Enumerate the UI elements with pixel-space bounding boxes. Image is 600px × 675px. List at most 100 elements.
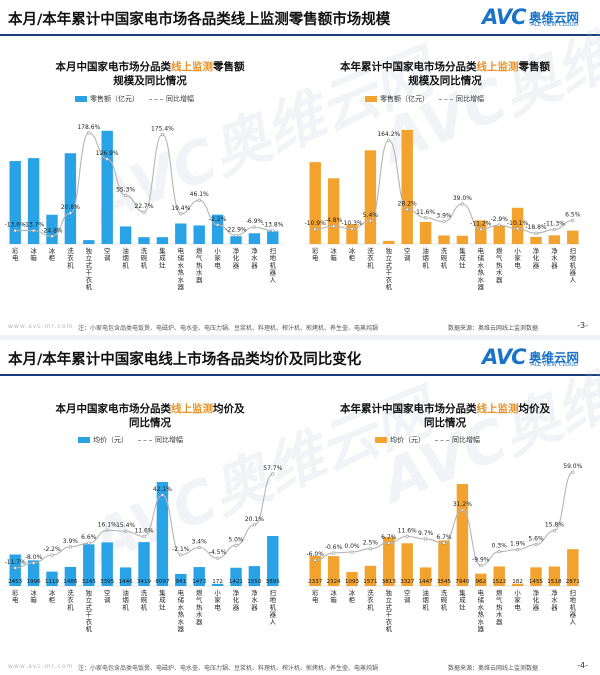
growth-label-1: -13.7% [23, 222, 45, 229]
bar-13 [548, 235, 561, 244]
slide-header: 本月/本年累计中国家电市场各品类线上监测零售额市场规模 AVC 奥维云网 ALL… [0, 0, 600, 36]
growth-point-13 [552, 529, 556, 533]
growth-point-5 [405, 534, 409, 538]
growth-label-12: 5.6% [528, 536, 544, 543]
growth-label-4: 164.2% [377, 131, 400, 138]
bar-value-label-6: 1446 [118, 579, 133, 585]
category-label-3: 洗衣机 [67, 246, 74, 269]
category-label-5: 空调 [404, 588, 410, 604]
bar-1 [327, 178, 340, 244]
bar-4 [383, 537, 395, 586]
growth-point-8 [160, 493, 164, 497]
chart-title-part: 本年累计中国家电市场分品类 [340, 403, 477, 415]
growth-label-0: -6.0% [306, 551, 324, 558]
bar-value-label-7: 3419 [137, 579, 152, 585]
category-label-5: 空调 [104, 246, 110, 262]
growth-point-1 [32, 561, 36, 565]
growth-label-5: 28.2% [398, 200, 417, 207]
retail-scale-ytd-chart: -10.9% -4.8% -10.3%5.4% 164.2% 28.2% 11.6%3.9… [305, 129, 582, 291]
bar-5 [101, 542, 113, 586]
growth-point-2 [50, 234, 54, 238]
category-label-1: 冰箱 [330, 246, 337, 262]
bar-7 [438, 235, 450, 244]
growth-point-5 [105, 157, 109, 161]
growth-label-0: -10.9% [305, 220, 327, 227]
bar-value-label-11: 172 [212, 579, 223, 585]
growth-label-0: -11.7% [5, 559, 27, 566]
legend-bar-swatch [365, 96, 377, 102]
growth-label-13: -11.3% [544, 220, 566, 227]
bar-value-label-4: 3245 [82, 579, 97, 585]
bar-0 [9, 161, 21, 244]
bar-2 [346, 224, 358, 244]
growth-point-3 [368, 547, 373, 551]
bar-4 [383, 240, 395, 244]
growth-label-3: 20.8% [61, 204, 80, 211]
growth-point-4 [387, 138, 391, 142]
legend-bar-label: 零售额（亿元） [90, 95, 139, 103]
growth-label-10: 0.3% [492, 543, 508, 550]
bar-3 [364, 565, 377, 586]
bar-9 [175, 573, 187, 586]
bar-13 [548, 566, 561, 586]
bar-5 [401, 543, 413, 586]
growth-point-11 [216, 223, 220, 227]
category-label-8: 集成灶 [459, 588, 466, 611]
growth-label-5: 16.1% [98, 521, 117, 528]
category-label-9: 电储水热水器 [478, 246, 485, 291]
growth-label-6: 15.4% [116, 522, 135, 529]
category-label-13: 净水器 [251, 588, 258, 611]
category-label-6: 油烟机 [422, 246, 429, 269]
growth-label-3: 3.9% [63, 538, 79, 545]
category-label-9: 电储水热水器 [178, 588, 185, 633]
category-label-0: 彩电 [312, 588, 319, 604]
category-label-12: 净化器 [233, 588, 240, 611]
growth-point-3 [68, 211, 73, 215]
category-label-10: 燃气热水器 [196, 588, 203, 626]
growth-point-4 [87, 541, 91, 545]
category-label-10: 燃气热水器 [496, 246, 503, 284]
bar-value-label-6: 1447 [418, 579, 433, 585]
chart-title-part: 零售额 [518, 61, 551, 73]
category-label-8: 集成灶 [159, 588, 166, 611]
bar-11 [511, 207, 524, 244]
bar-10 [193, 567, 205, 586]
growth-point-10 [197, 545, 201, 550]
growth-label-9: -11.2% [470, 220, 492, 227]
growth-point-10 [197, 198, 201, 202]
category-label-8: 集成灶 [159, 246, 166, 269]
bar-value-label-9: 941 [175, 579, 186, 585]
growth-point-10 [497, 223, 501, 227]
bar-0 [309, 555, 321, 586]
growth-point-12 [534, 231, 538, 235]
legend-bar-swatch [75, 96, 87, 102]
growth-point-3 [68, 545, 73, 549]
category-label-6: 油烟机 [122, 246, 129, 269]
legend-bar-swatch [78, 437, 90, 443]
bar-14 [567, 549, 579, 586]
category-label-2: 冰柜 [349, 246, 356, 262]
category-label-14: 扫地机器人 [570, 246, 577, 284]
chart-title-line2: 同比情况 [129, 417, 171, 429]
bar-7 [438, 540, 450, 586]
page-number: -3- [577, 321, 588, 330]
growth-point-5 [105, 528, 109, 532]
growth-label-12: -18.8% [525, 224, 547, 231]
growth-label-6: 55.3% [116, 187, 135, 194]
category-label-3: 洗衣机 [367, 246, 374, 269]
header-rule [0, 34, 600, 36]
growth-point-2 [350, 550, 354, 554]
category-label-2: 冰柜 [349, 588, 356, 604]
legend-line-label: 同比增幅 [155, 436, 183, 444]
growth-point-4 [387, 541, 391, 545]
bar-12 [530, 567, 542, 586]
growth-point-4 [87, 131, 91, 135]
bar-0 [309, 162, 321, 244]
bar-14 [267, 231, 279, 244]
growth-label-13: 15.8% [545, 522, 564, 529]
growth-point-11 [216, 556, 220, 560]
category-label-0: 彩电 [12, 588, 19, 604]
growth-label-11: -4.5% [209, 549, 227, 556]
growth-point-9 [479, 227, 483, 231]
legend-line-label: 同比增幅 [452, 436, 480, 444]
